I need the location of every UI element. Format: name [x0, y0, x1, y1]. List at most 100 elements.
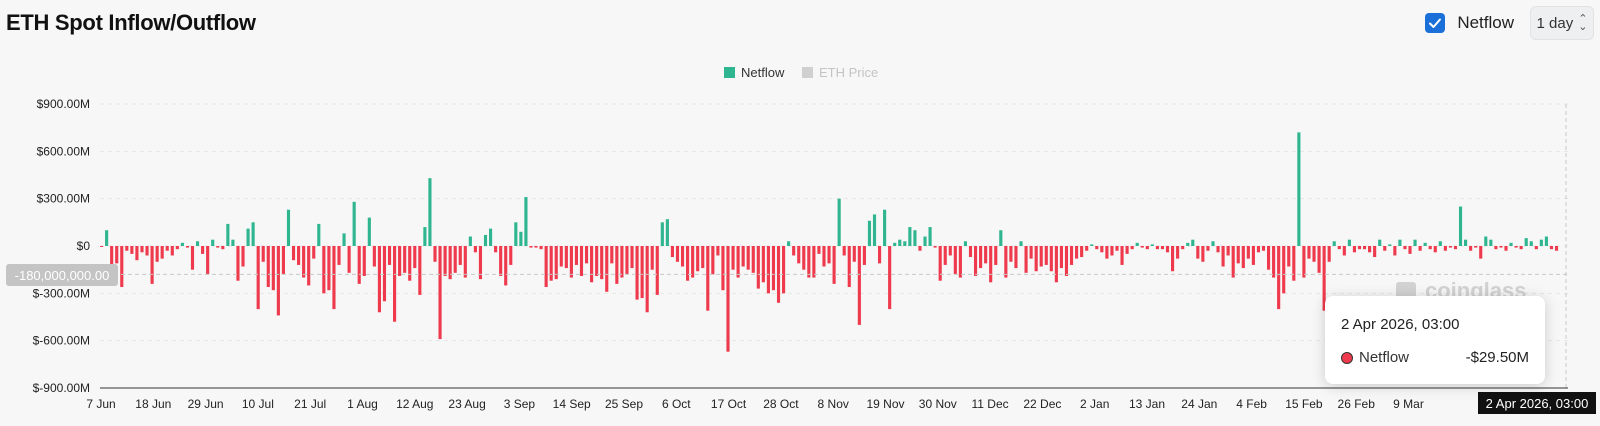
netflow-bar[interactable]: [201, 246, 205, 254]
netflow-bar[interactable]: [130, 246, 134, 254]
netflow-bar[interactable]: [1418, 246, 1422, 251]
netflow-bar[interactable]: [812, 246, 816, 278]
netflow-bar[interactable]: [635, 246, 639, 300]
netflow-bar[interactable]: [524, 197, 528, 246]
netflow-bar[interactable]: [1388, 244, 1392, 246]
netflow-bar[interactable]: [312, 246, 316, 259]
netflow-bar[interactable]: [1403, 246, 1407, 250]
netflow-bar[interactable]: [973, 246, 978, 276]
netflow-bar[interactable]: [100, 246, 104, 247]
netflow-bar[interactable]: [579, 246, 584, 276]
netflow-bar[interactable]: [766, 246, 770, 294]
netflow-bar[interactable]: [1181, 246, 1185, 250]
netflow-bar[interactable]: [519, 231, 523, 246]
netflow-bar[interactable]: [908, 227, 912, 246]
netflow-bar[interactable]: [877, 246, 882, 264]
netflow-bar[interactable]: [1438, 241, 1442, 246]
netflow-bar[interactable]: [680, 246, 685, 267]
netflow-bar[interactable]: [640, 246, 644, 299]
netflow-bar[interactable]: [1534, 246, 1538, 250]
netflow-bar[interactable]: [1398, 239, 1402, 246]
netflow-bar[interactable]: [494, 246, 498, 253]
netflow-bar[interactable]: [1256, 246, 1261, 253]
netflow-bar[interactable]: [1458, 206, 1463, 246]
netflow-bar[interactable]: [726, 246, 730, 352]
netflow-bar[interactable]: [231, 239, 235, 246]
netflow-bar[interactable]: [206, 246, 210, 275]
netflow-bar[interactable]: [696, 246, 700, 272]
netflow-bar[interactable]: [499, 246, 503, 276]
netflow-bar[interactable]: [332, 246, 336, 310]
netflow-bar[interactable]: [1211, 241, 1215, 246]
netflow-bar[interactable]: [958, 246, 962, 278]
netflow-bar[interactable]: [691, 246, 695, 278]
netflow-bar[interactable]: [1191, 239, 1195, 246]
netflow-bar[interactable]: [1206, 246, 1210, 251]
netflow-bar[interactable]: [261, 246, 265, 262]
netflow-bar[interactable]: [898, 239, 902, 246]
netflow-bar[interactable]: [1241, 246, 1245, 269]
netflow-bar[interactable]: [135, 246, 139, 261]
netflow-bar[interactable]: [903, 241, 907, 246]
netflow-bar[interactable]: [933, 246, 937, 248]
netflow-bar[interactable]: [221, 246, 225, 250]
netflow-bar[interactable]: [1443, 246, 1447, 251]
netflow-bar[interactable]: [1504, 246, 1508, 251]
netflow-bar[interactable]: [1125, 246, 1129, 254]
netflow-bar[interactable]: [837, 198, 841, 246]
netflow-bar[interactable]: [574, 246, 579, 265]
netflow-bar[interactable]: [463, 246, 467, 278]
netflow-bar[interactable]: [721, 246, 725, 291]
netflow-bar[interactable]: [1357, 246, 1362, 250]
netflow-bar[interactable]: [797, 246, 801, 264]
netflow-bar[interactable]: [1004, 246, 1008, 278]
netflow-bar[interactable]: [458, 246, 462, 265]
netflow-bar[interactable]: [317, 223, 321, 246]
netflow-bar[interactable]: [398, 246, 402, 276]
netflow-bar[interactable]: [297, 246, 301, 265]
netflow-bar[interactable]: [428, 178, 432, 246]
netflow-bar[interactable]: [857, 246, 861, 325]
netflow-bar[interactable]: [140, 246, 144, 253]
netflow-bar[interactable]: [120, 246, 124, 288]
netflow-bar[interactable]: [761, 246, 765, 283]
netflow-bar[interactable]: [216, 246, 220, 248]
netflow-bar[interactable]: [443, 246, 447, 276]
netflow-bar[interactable]: [1287, 246, 1291, 267]
netflow-bar[interactable]: [1393, 246, 1397, 256]
netflow-bar[interactable]: [1140, 246, 1144, 248]
netflow-bar[interactable]: [1368, 246, 1372, 253]
netflow-bar[interactable]: [438, 246, 442, 340]
netflow-bar[interactable]: [1251, 246, 1255, 265]
netflow-bar[interactable]: [701, 246, 705, 269]
netflow-bar[interactable]: [1544, 236, 1548, 246]
netflow-bar[interactable]: [1282, 246, 1286, 294]
netflow-bar[interactable]: [1378, 239, 1382, 246]
netflow-bar[interactable]: [478, 246, 483, 280]
netflow-bar[interactable]: [1322, 246, 1326, 311]
netflow-bar[interactable]: [387, 246, 392, 265]
netflow-bar[interactable]: [226, 223, 230, 246]
netflow-bar[interactable]: [716, 246, 720, 256]
netflow-bar[interactable]: [1024, 246, 1028, 273]
netflow-bar[interactable]: [867, 220, 872, 246]
netflow-bar[interactable]: [645, 246, 649, 313]
netflow-bar[interactable]: [979, 246, 983, 269]
netflow-bar[interactable]: [1292, 246, 1296, 281]
netflow-bar[interactable]: [1196, 246, 1200, 259]
netflow-bar[interactable]: [1261, 246, 1266, 251]
netflow-bar[interactable]: [367, 217, 371, 246]
netflow-bar[interactable]: [610, 246, 614, 264]
netflow-bar[interactable]: [534, 246, 538, 248]
netflow-bar[interactable]: [1054, 246, 1058, 283]
netflow-bar[interactable]: [1509, 242, 1513, 246]
netflow-bar[interactable]: [802, 246, 806, 270]
netflow-checkbox[interactable]: [1425, 13, 1446, 33]
netflow-bar[interactable]: [1044, 246, 1048, 265]
netflow-bar[interactable]: [1145, 246, 1149, 250]
legend-label-eth-price[interactable]: ETH Price: [819, 65, 878, 80]
netflow-bar[interactable]: [1448, 246, 1452, 248]
netflow-bar[interactable]: [817, 246, 821, 254]
netflow-bar[interactable]: [1100, 246, 1104, 253]
netflow-bar[interactable]: [155, 246, 159, 262]
